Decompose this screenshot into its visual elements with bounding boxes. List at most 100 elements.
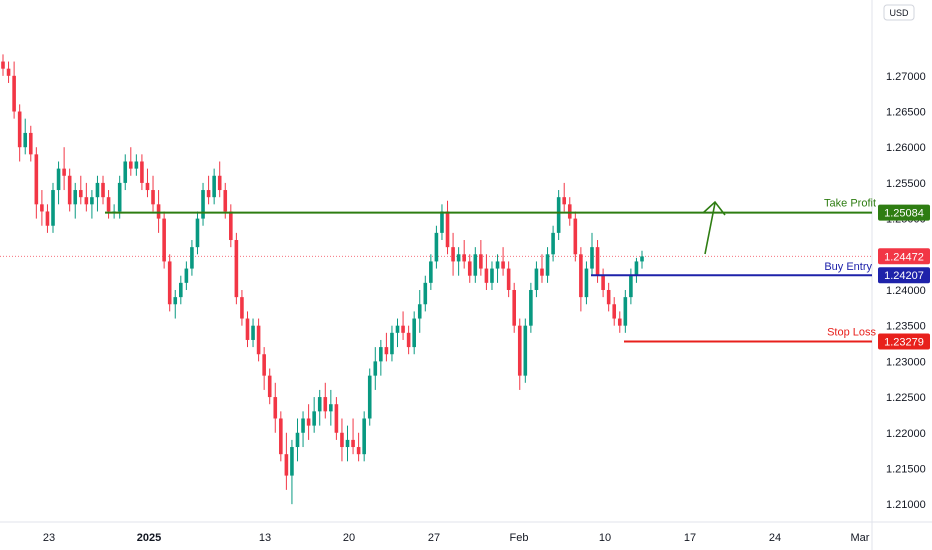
candle [34,147,39,219]
candle [256,318,261,362]
candle [451,232,455,276]
candle [423,275,428,312]
candle [17,104,22,162]
candle [329,389,333,426]
candle [201,182,205,226]
candle [551,225,555,262]
candle [62,147,66,191]
candle [412,311,416,355]
time-tick-label: 13 [259,532,271,544]
price-tick-label: 1.23000 [886,356,926,368]
candle [562,182,567,212]
candle [540,254,544,283]
currency-badge[interactable]: USD [883,4,915,21]
candle [23,118,28,155]
time-tick-label: Mar [851,532,870,544]
buy-entry-badge: 1.24207 [878,267,930,284]
candle [312,397,316,433]
candle [340,418,344,462]
candle [356,432,361,462]
candle [179,275,183,305]
time-tick-label: 20 [343,532,355,544]
candle [134,154,139,176]
candle [617,311,622,333]
candle [45,204,50,233]
candle [95,175,100,212]
candle [534,261,539,298]
candle [612,297,617,326]
stop-loss-badge: 1.23279 [878,333,930,350]
time-tick-label: 2025 [137,532,161,544]
candle [634,257,639,283]
candle [251,318,255,348]
candle [229,204,233,248]
candle [456,247,461,276]
time-tick-label: 17 [684,532,696,544]
candle [295,418,300,462]
candle [184,261,189,290]
candle [495,254,500,283]
take-profit-label: Take Profit [824,198,876,210]
candle [195,211,200,255]
price-tick-label: 1.22000 [886,428,926,440]
candle [434,225,439,269]
price-tick-label: 1.27000 [886,71,926,83]
candle [351,418,355,455]
candle [56,161,61,205]
candle [556,190,561,241]
candle [523,318,528,383]
time-tick-label: Feb [510,532,529,544]
candle [373,347,378,390]
price-tick-label: 1.21000 [886,499,926,511]
candle [379,339,383,376]
time-tick-label: 24 [769,532,781,544]
candle [90,190,94,219]
candle [567,197,572,226]
candle [173,289,178,319]
stop-loss-price: 1.23279 [884,336,924,348]
candle [390,325,394,362]
candle [590,232,594,276]
candle [156,190,161,233]
candle [462,240,466,269]
buy-entry-price: 1.24207 [884,270,924,282]
candle [640,250,644,269]
candle [267,368,272,405]
buy-entry-label: Buy Entry [824,261,872,273]
candle [545,247,550,283]
time-tick-label: 27 [428,532,440,544]
candle [467,254,472,283]
candle [484,254,489,290]
candle [290,439,294,505]
take-profit-price: 1.25084 [884,208,924,220]
candle [123,154,128,191]
candle [67,168,72,212]
candle [401,311,405,340]
candle [151,175,155,212]
candle [73,182,78,219]
candle [240,289,244,326]
candle [212,168,216,205]
currency-label: USD [889,8,909,18]
candle [206,175,211,205]
candle [529,282,533,333]
candle [117,175,122,219]
candle [162,211,166,269]
candle [323,382,328,419]
candle [579,247,583,312]
price-tick-label: 1.22500 [886,392,926,404]
currency-badge-box [883,4,915,21]
candle [345,425,350,462]
candle [12,61,16,119]
price-tick-label: 1.21500 [886,463,926,475]
price-axis-labels: 1.270001.265001.260001.255001.250001.240… [886,71,926,511]
candle [273,382,278,433]
candle [167,254,172,312]
candle [40,190,44,226]
candle [145,168,150,198]
candle [284,432,289,490]
candle [6,61,11,83]
candle [51,182,55,233]
current-price-value: 1.24472 [884,251,924,263]
